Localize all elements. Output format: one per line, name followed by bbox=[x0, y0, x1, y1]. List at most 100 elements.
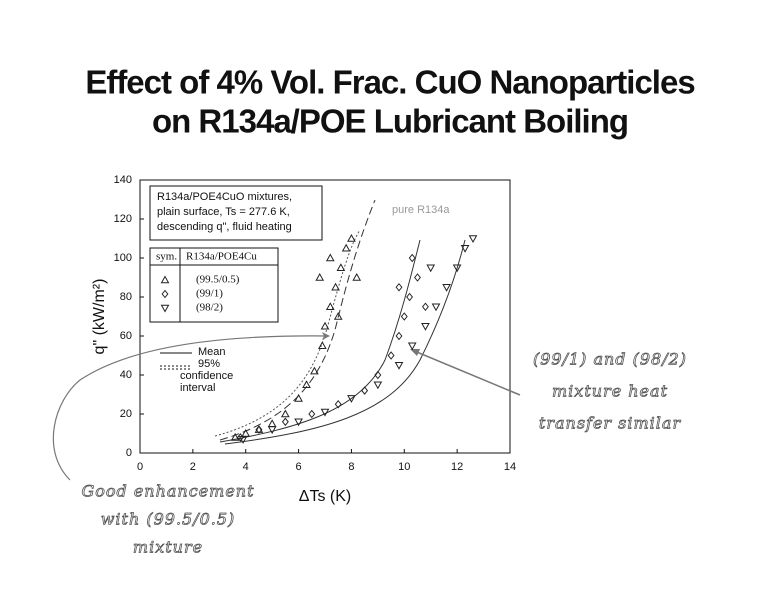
data-point bbox=[373, 381, 383, 390]
legend-text: 95% bbox=[198, 358, 220, 370]
arrow-head bbox=[410, 349, 420, 356]
y-tick-label: 40 bbox=[120, 369, 132, 381]
y-tick-label: 140 bbox=[114, 174, 132, 186]
legend-text: interval bbox=[180, 382, 215, 394]
data-point bbox=[318, 341, 327, 350]
x-tick-label: 10 bbox=[398, 461, 410, 473]
data-point bbox=[468, 235, 478, 244]
x-tick-label: 4 bbox=[243, 461, 249, 473]
legend-table bbox=[149, 247, 279, 323]
x-tick-label: 14 bbox=[504, 461, 516, 473]
data-point bbox=[442, 283, 451, 292]
data-point bbox=[406, 292, 414, 302]
data-point bbox=[325, 253, 335, 262]
legend-text: descending q", fluid heating bbox=[157, 221, 292, 233]
legend-text: plain surface, Ts = 277.6 K, bbox=[157, 206, 290, 218]
data-point bbox=[394, 361, 404, 370]
data-point bbox=[238, 436, 248, 444]
annotation: with (99.5/0.5) bbox=[101, 510, 236, 529]
legend-symbol bbox=[160, 304, 170, 313]
legend-text: confidence bbox=[180, 370, 233, 382]
data-point bbox=[408, 253, 416, 263]
data-point bbox=[347, 233, 356, 242]
x-axis-label: ΔTs (K) bbox=[299, 488, 351, 505]
data-point bbox=[241, 428, 251, 437]
data-point bbox=[460, 244, 470, 253]
mean-curve bbox=[219, 239, 421, 443]
legend-box bbox=[149, 185, 323, 241]
y-tick-label: 0 bbox=[126, 447, 132, 459]
y-tick-label: 60 bbox=[120, 330, 132, 342]
plot-frame bbox=[139, 179, 511, 454]
y-tick-label: 100 bbox=[114, 252, 132, 264]
y-tick-label: 20 bbox=[120, 408, 132, 420]
data-point bbox=[352, 272, 362, 281]
data-point bbox=[387, 351, 395, 360]
data-point bbox=[374, 370, 382, 380]
data-point bbox=[341, 243, 351, 252]
y-tick-label: 120 bbox=[114, 213, 132, 225]
legend-label: (99/1) bbox=[196, 288, 223, 300]
data-point bbox=[400, 312, 408, 321]
curve-label: pure R134a bbox=[392, 204, 450, 216]
x-tick-label: 2 bbox=[190, 461, 196, 473]
y-axis-label: q" (kW/m²) bbox=[91, 279, 108, 355]
data-point bbox=[336, 263, 346, 272]
data-point bbox=[431, 303, 441, 312]
data-point bbox=[281, 417, 289, 427]
legend-label: (99.5/0.5) bbox=[196, 274, 240, 286]
data-point bbox=[320, 321, 330, 330]
data-point bbox=[421, 302, 429, 312]
data-point bbox=[294, 418, 303, 427]
data-point bbox=[267, 426, 277, 435]
legend-label: (98/2) bbox=[196, 302, 223, 314]
data-point bbox=[426, 264, 436, 273]
data-point bbox=[281, 409, 290, 418]
confidence-curve bbox=[214, 229, 361, 437]
data-point bbox=[452, 264, 462, 273]
data-point bbox=[333, 311, 343, 320]
data-point bbox=[414, 273, 421, 282]
slide-title: Effect of 4% Vol. Frac. CuO Nanoparticle… bbox=[85, 64, 694, 101]
data-point bbox=[294, 393, 303, 402]
table-header: sym. bbox=[156, 251, 177, 263]
mean-curve bbox=[219, 199, 376, 441]
legend-symbol bbox=[161, 289, 169, 299]
annotation: mixture bbox=[133, 538, 203, 557]
annotation: (99/1) and (98/2) bbox=[533, 350, 687, 369]
slide-title: on R134a/POE Lubricant Boiling bbox=[152, 103, 628, 140]
x-tick-label: 12 bbox=[451, 461, 463, 473]
data-point bbox=[347, 395, 356, 403]
data-point bbox=[267, 419, 277, 428]
data-point bbox=[331, 282, 340, 291]
arrow bbox=[52, 335, 329, 481]
legend-symbol bbox=[160, 275, 170, 284]
data-point bbox=[310, 366, 319, 375]
x-tick-label: 6 bbox=[296, 461, 302, 473]
annotation: mixture heat bbox=[552, 382, 668, 401]
data-point bbox=[320, 408, 330, 417]
mean-curve bbox=[224, 239, 466, 445]
arrow-head bbox=[322, 332, 330, 340]
table-header: R134a/POE4Cu bbox=[186, 251, 257, 263]
data-point bbox=[308, 409, 316, 419]
data-point bbox=[315, 272, 325, 281]
data-point bbox=[230, 432, 240, 441]
x-tick-label: 0 bbox=[137, 461, 143, 473]
data-point bbox=[255, 425, 263, 434]
data-point bbox=[302, 380, 311, 389]
annotation: transfer similar bbox=[539, 414, 682, 433]
legend-text: Mean bbox=[198, 346, 226, 358]
x-tick-label: 8 bbox=[348, 461, 354, 473]
data-point bbox=[421, 322, 430, 331]
y-tick-label: 80 bbox=[120, 291, 132, 303]
arrow bbox=[411, 349, 521, 396]
data-point bbox=[395, 282, 403, 292]
data-point bbox=[334, 399, 342, 409]
legend-text: R134a/POE4CuO mixtures, bbox=[157, 191, 292, 203]
annotation: Good enhancement bbox=[81, 482, 254, 501]
data-point bbox=[407, 342, 417, 351]
data-point bbox=[361, 386, 369, 395]
data-point bbox=[395, 331, 403, 341]
